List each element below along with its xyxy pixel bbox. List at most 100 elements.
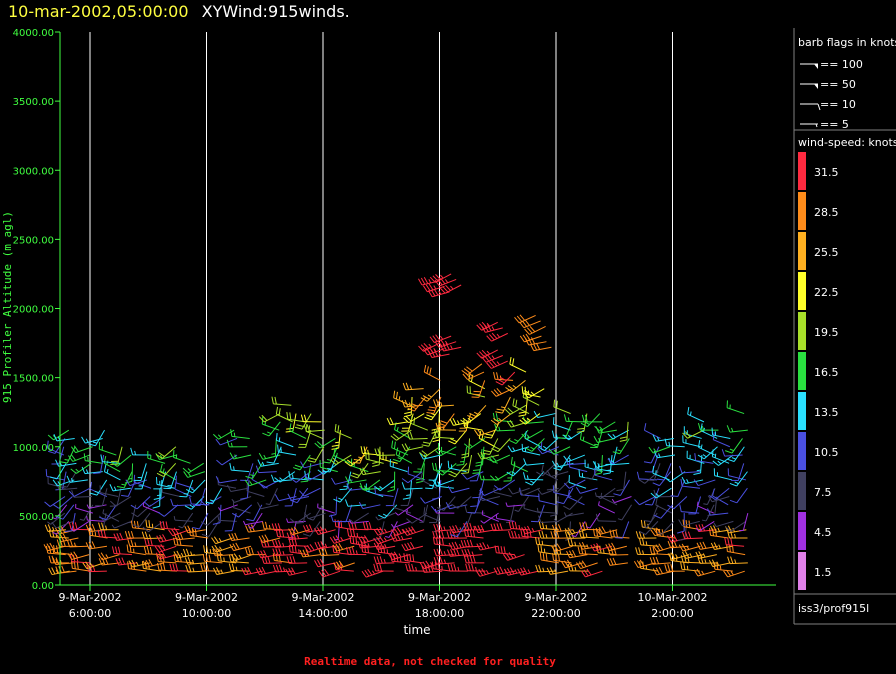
wind-barb xyxy=(494,545,515,556)
barb-flag xyxy=(557,524,562,532)
barb-flag xyxy=(127,539,131,547)
barb-staff xyxy=(433,396,442,414)
barb-flag xyxy=(289,556,293,564)
barb-flag xyxy=(518,489,524,496)
speed-label: 13.5 xyxy=(814,406,839,419)
barb-half xyxy=(52,526,55,532)
barb-flag xyxy=(66,539,71,547)
wind-barb xyxy=(436,413,455,429)
barb-staff xyxy=(295,512,311,524)
barb-staff xyxy=(252,512,263,529)
barb-half xyxy=(686,479,689,484)
barb-half xyxy=(598,501,600,506)
wind-barb xyxy=(517,567,539,576)
barb-flag xyxy=(446,531,450,539)
barb-staff xyxy=(187,529,206,534)
wind-barb xyxy=(724,537,745,547)
barb-flag xyxy=(486,362,492,369)
barb-half xyxy=(113,486,117,491)
barb-half xyxy=(394,512,399,516)
wind-barb xyxy=(447,486,470,494)
wind-barb xyxy=(68,487,91,497)
barb-staff xyxy=(449,504,468,510)
barb-flag xyxy=(81,466,86,474)
barb-half xyxy=(105,554,109,559)
barb-staff xyxy=(291,488,297,506)
barb-flag xyxy=(567,563,571,571)
barb-flag xyxy=(55,459,60,467)
barb-flag xyxy=(461,455,469,459)
barb-flag xyxy=(507,385,515,391)
barb-half xyxy=(70,528,75,532)
speed-swatch xyxy=(798,472,806,510)
barb-half xyxy=(703,503,708,506)
barb-flag xyxy=(211,537,217,544)
barb-flag xyxy=(438,422,446,427)
barb-half xyxy=(383,528,388,533)
wind-barb xyxy=(508,530,529,539)
barb-flag xyxy=(448,542,453,550)
wind-barb xyxy=(486,360,508,369)
wind-barb xyxy=(448,429,467,445)
barb-flag xyxy=(334,424,337,432)
barb-flag xyxy=(156,554,159,562)
wind-barb xyxy=(373,563,394,572)
barb-flag xyxy=(571,549,577,557)
barb-flag xyxy=(299,550,304,558)
barb-half xyxy=(94,490,99,494)
barb-half xyxy=(335,441,340,444)
barb-staff xyxy=(523,320,541,329)
barb-flag xyxy=(451,542,456,550)
barb-flag xyxy=(441,537,444,546)
speed-label: 7.5 xyxy=(814,486,832,499)
wind-barb xyxy=(270,474,293,483)
barb-flag xyxy=(154,545,160,553)
wind-barb xyxy=(183,471,205,478)
wind-barb xyxy=(255,465,277,474)
barb-flag xyxy=(56,539,60,547)
barb-flag xyxy=(683,562,686,570)
barb-staff xyxy=(160,479,163,498)
wind-barb xyxy=(99,485,119,498)
x-tick-time: 18:00:00 xyxy=(415,607,464,620)
barb-flag xyxy=(162,534,167,541)
barb-staff xyxy=(474,496,483,514)
barb-flag xyxy=(240,497,248,500)
barb-flag xyxy=(401,478,409,484)
wind-barb xyxy=(133,463,147,482)
barb-flag xyxy=(434,430,437,438)
wind-barb xyxy=(595,513,617,522)
wind-barb xyxy=(286,411,306,423)
barb-flag xyxy=(405,382,410,390)
barb-staff xyxy=(511,379,526,392)
barb-flag xyxy=(159,534,164,542)
barb-flag xyxy=(372,464,380,467)
wind-barb xyxy=(667,552,690,561)
barb-flag xyxy=(88,524,93,532)
wind-barb xyxy=(510,456,528,473)
barb-flag xyxy=(187,556,192,565)
wind-barb xyxy=(507,445,530,453)
legend-barb-label: == 100 xyxy=(820,58,863,71)
wind-barb xyxy=(257,459,279,467)
barb-flag xyxy=(170,528,176,536)
wind-barb xyxy=(130,496,151,510)
barb-flag xyxy=(502,554,508,561)
barb-flag xyxy=(364,569,370,577)
barb-half xyxy=(192,567,195,572)
barb-flag xyxy=(664,564,668,572)
barb-staff xyxy=(580,536,599,539)
barb-staff xyxy=(105,504,117,520)
barb-flag xyxy=(124,531,128,539)
wind-barb xyxy=(461,471,484,480)
barb-flag xyxy=(168,529,174,537)
barb-half xyxy=(79,518,84,521)
barb-flag xyxy=(286,556,290,564)
barb-flag xyxy=(170,498,174,506)
barb-flag xyxy=(541,530,545,539)
barb-flag xyxy=(427,409,436,412)
wind-barb xyxy=(541,464,559,481)
barb-flag xyxy=(373,563,377,572)
barb-flag xyxy=(271,396,274,404)
wind-barb xyxy=(97,529,118,539)
